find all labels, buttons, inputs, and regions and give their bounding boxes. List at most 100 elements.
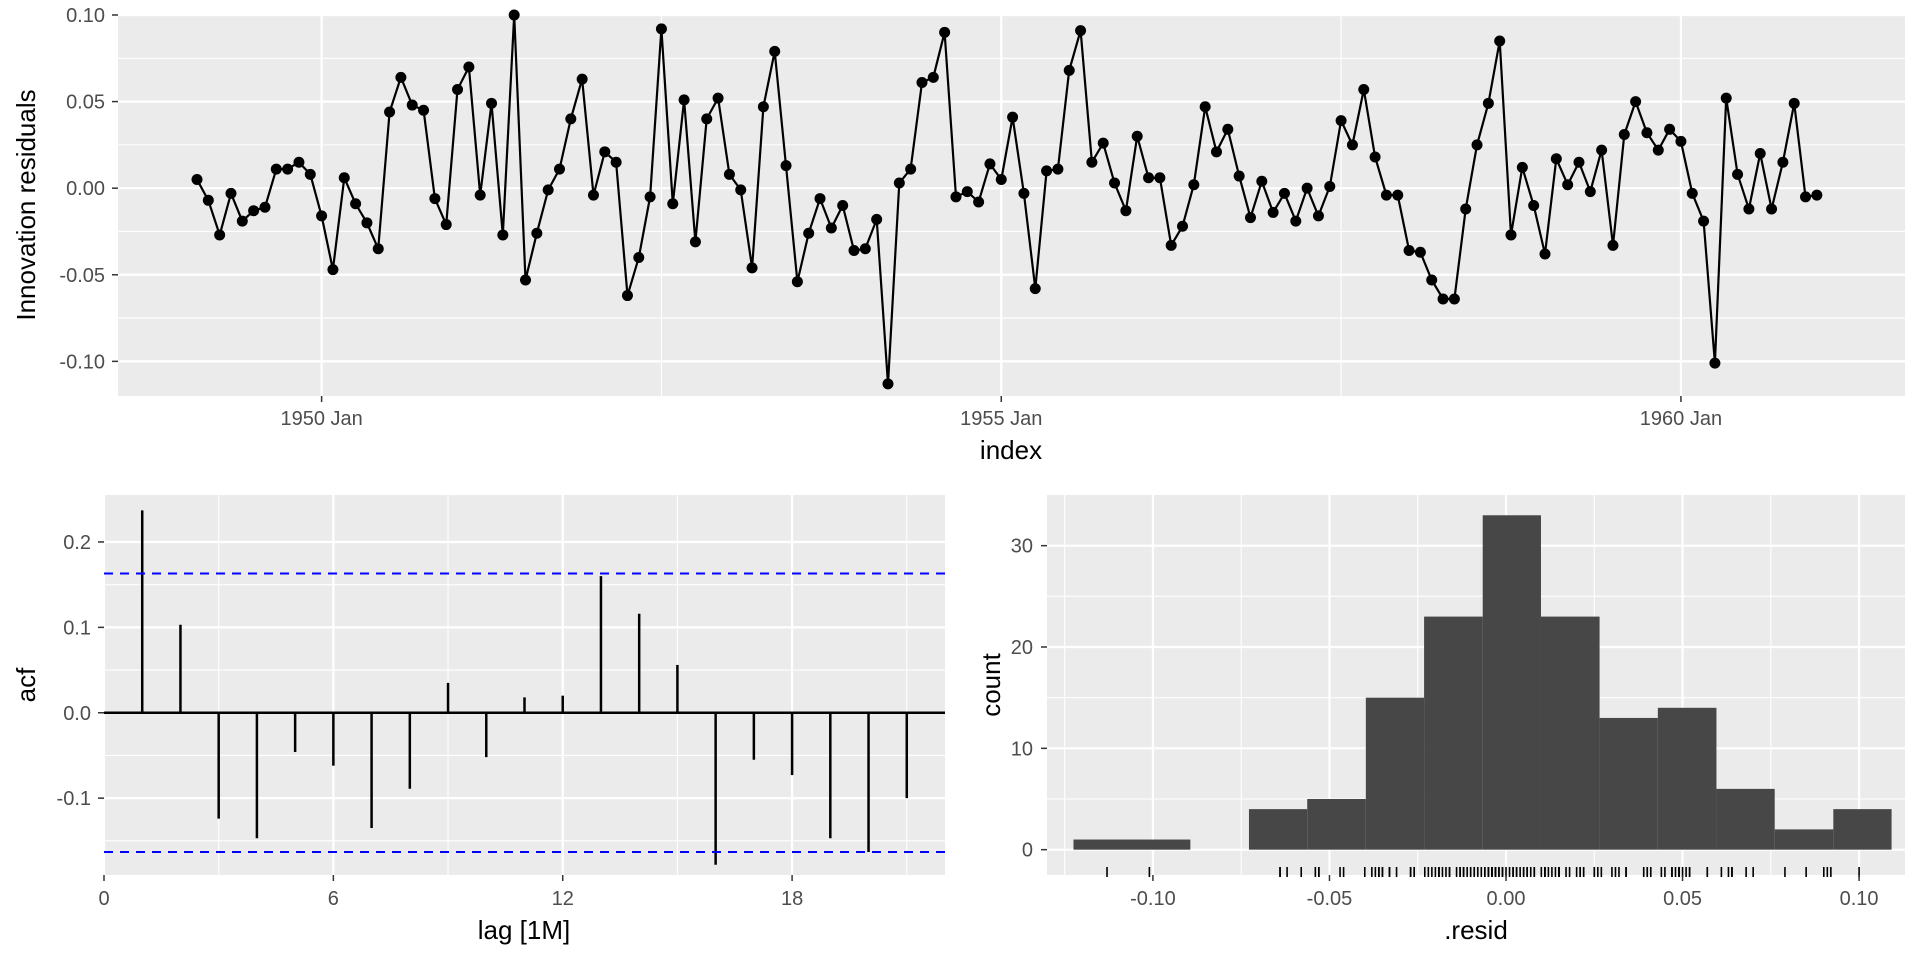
residual-point <box>259 201 271 213</box>
residual-point <box>780 160 792 172</box>
residual-point <box>1788 97 1800 109</box>
residual-point <box>497 229 509 241</box>
residual-point <box>214 229 226 241</box>
residual-point <box>1346 139 1358 151</box>
residual-point <box>1165 239 1177 251</box>
residual-point <box>859 243 871 255</box>
residual-point <box>1403 245 1415 257</box>
y-tick-label: 0.05 <box>66 92 105 114</box>
residual-point <box>429 193 441 205</box>
residual-point <box>1029 283 1041 295</box>
residual-point <box>1335 115 1347 127</box>
acf-y-ticks: 0.2 0.1 0.0 -0.1 <box>57 532 91 810</box>
residual-point <box>939 26 951 38</box>
y-tick-label: 30 <box>1011 536 1033 558</box>
residual-point <box>1086 156 1098 168</box>
residual-point <box>848 245 860 257</box>
residual-point <box>667 198 679 210</box>
residual-point <box>202 194 214 206</box>
residuals-histogram: 30 20 10 0 -0.10 -0.05 0.00 0.05 0.10 .r… <box>976 495 1905 945</box>
x-tick-label: 0.00 <box>1487 888 1526 910</box>
histogram-y-ticks: 30 20 10 0 <box>1011 536 1033 862</box>
residual-point <box>384 106 396 118</box>
residual-point <box>995 174 1007 186</box>
residual-point <box>1562 179 1574 191</box>
residual-point <box>1063 64 1075 76</box>
residual-point <box>508 9 520 21</box>
residual-point <box>372 243 384 255</box>
residuals-x-axis-title: index <box>980 435 1042 465</box>
residual-point <box>293 156 305 168</box>
residual-point <box>1414 246 1426 258</box>
residual-point <box>1766 203 1778 215</box>
residual-point <box>1312 210 1324 222</box>
y-tick-label: -0.10 <box>59 351 105 373</box>
histogram-x-ticks: -0.10 -0.05 0.00 0.05 0.10 <box>1130 888 1878 910</box>
residual-point <box>621 290 633 302</box>
y-tick-label: 0.10 <box>66 5 105 27</box>
histogram-rug <box>1106 867 1860 877</box>
residual-point <box>1607 239 1619 251</box>
residual-point <box>1244 212 1256 224</box>
x-tick-label: 1955 Jan <box>960 408 1042 430</box>
residual-point <box>1675 135 1687 147</box>
histogram-bar <box>1540 616 1600 850</box>
residual-point <box>361 217 373 229</box>
residual-point <box>316 210 328 222</box>
residual-point <box>1664 123 1676 135</box>
residual-point <box>1698 215 1710 227</box>
residuals-points <box>191 9 1823 390</box>
residual-point <box>984 158 996 170</box>
x-tick-label: 0.05 <box>1663 888 1702 910</box>
y-tick-label: -0.1 <box>57 788 91 810</box>
y-tick-label: 0 <box>1022 840 1033 862</box>
acf-x-ticks: 0 6 12 18 <box>98 888 803 910</box>
residual-point <box>1732 168 1744 180</box>
residual-point <box>1256 175 1268 187</box>
residual-point <box>1686 187 1698 199</box>
residual-point <box>735 184 747 196</box>
acf-y-axis-title: acf <box>11 667 41 702</box>
residual-point <box>531 227 543 239</box>
residual-point <box>418 104 430 116</box>
residual-point <box>791 276 803 288</box>
x-tick-label: 0.10 <box>1840 888 1879 910</box>
residual-point <box>689 236 701 248</box>
residual-point <box>1596 144 1608 156</box>
residual-point <box>191 174 203 186</box>
residual-point <box>338 172 350 184</box>
residual-point <box>452 83 464 95</box>
residual-point <box>1584 186 1596 198</box>
residuals-y-ticks: 0.10 0.05 0.00 -0.05 -0.10 <box>59 5 105 373</box>
residual-point <box>1448 293 1460 305</box>
y-tick-label: 0.2 <box>63 532 91 554</box>
residual-point <box>1188 179 1200 191</box>
residual-point <box>1777 156 1789 168</box>
histogram-bars <box>1073 515 1892 850</box>
residual-point <box>486 97 498 109</box>
residual-point <box>893 177 905 189</box>
residual-point <box>1177 220 1189 232</box>
residual-point <box>587 189 599 201</box>
y-tick-label: 20 <box>1011 637 1033 659</box>
histogram-bar <box>1424 616 1483 850</box>
residual-point <box>282 163 294 175</box>
residual-point <box>270 163 282 175</box>
x-tick-label: -0.10 <box>1130 888 1176 910</box>
residual-point <box>814 193 826 205</box>
histogram-bar <box>1774 829 1834 850</box>
residual-point <box>225 187 237 199</box>
residual-point <box>1018 187 1030 199</box>
x-tick-label: 6 <box>328 888 339 910</box>
residual-point <box>576 73 588 85</box>
residual-point <box>1007 111 1019 123</box>
residual-point <box>1800 191 1812 203</box>
residual-point <box>1528 200 1540 211</box>
residual-point <box>1630 96 1642 108</box>
residual-point <box>1437 293 1449 305</box>
x-tick-label: 1960 Jan <box>1640 408 1722 430</box>
residual-point <box>1278 187 1290 199</box>
residuals-plot-panel <box>118 15 1905 396</box>
x-tick-label: 18 <box>781 888 803 910</box>
